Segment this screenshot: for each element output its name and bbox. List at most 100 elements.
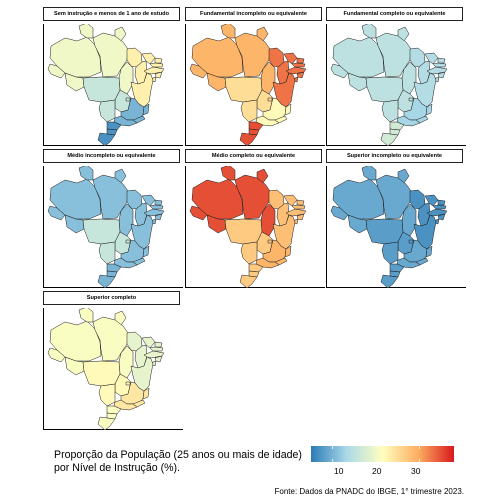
state-ms — [240, 241, 258, 265]
state-ac — [330, 205, 349, 221]
state-rn — [296, 199, 305, 206]
panel-axis-bottom — [326, 287, 466, 288]
state-pr — [389, 263, 405, 273]
state-rs — [239, 132, 258, 146]
state-mt — [365, 76, 404, 103]
state-df — [267, 239, 273, 244]
state-rs — [380, 274, 399, 288]
state-rs — [97, 416, 116, 430]
brazil-map — [330, 166, 448, 288]
colorbar — [311, 446, 454, 462]
panel-axis-bottom — [43, 287, 183, 288]
state-ce — [141, 52, 156, 65]
state-mt — [365, 218, 404, 245]
state-ce — [424, 194, 439, 207]
state-es — [425, 103, 433, 116]
panel-axis-left — [326, 166, 327, 288]
panel-axis-bottom — [43, 145, 183, 146]
state-rn — [154, 341, 163, 348]
legend-title: Proporção da População (25 anos ou mais … — [54, 449, 302, 474]
state-rs — [97, 274, 116, 288]
state-es — [142, 245, 150, 258]
state-mt — [82, 218, 121, 245]
state-df — [267, 97, 273, 102]
state-pr — [106, 263, 122, 273]
panel-axis-left — [326, 24, 327, 146]
panel-axis-bottom — [185, 287, 325, 288]
state-pb — [149, 346, 164, 352]
state-rr — [78, 308, 94, 323]
state-rr — [78, 24, 94, 39]
state-pb — [291, 204, 306, 210]
state-ac — [189, 205, 208, 221]
state-pb — [149, 62, 164, 68]
state-ce — [141, 194, 156, 207]
state-ce — [141, 336, 156, 349]
state-es — [142, 103, 150, 116]
state-rr — [220, 24, 236, 39]
state-ce — [283, 194, 298, 207]
state-pb — [149, 204, 164, 210]
legend-tick-20: 20 — [372, 466, 382, 476]
state-ac — [330, 63, 349, 79]
brazil-map — [189, 24, 307, 146]
source-caption: Fonte: Dados da PNADC do IBGE, 1° trimes… — [274, 487, 464, 496]
panel-title: Médio completo ou equivalente — [185, 149, 322, 163]
state-pb — [432, 62, 447, 68]
panel-axis-left — [43, 166, 44, 288]
panel-axis-left — [185, 24, 186, 146]
state-rs — [97, 132, 116, 146]
state-es — [425, 245, 433, 258]
state-al — [437, 71, 446, 79]
state-rn — [154, 57, 163, 64]
brazil-map — [330, 24, 448, 146]
state-al — [296, 213, 305, 221]
brazil-map — [47, 24, 165, 146]
panel-axis-bottom — [326, 145, 466, 146]
state-rr — [78, 166, 94, 181]
state-df — [408, 97, 414, 102]
state-ac — [189, 63, 208, 79]
panel-axis-bottom — [185, 145, 325, 146]
legend-tick-30: 30 — [411, 466, 421, 476]
state-es — [284, 103, 292, 116]
state-ms — [240, 99, 258, 123]
state-pr — [389, 121, 405, 131]
brazil-map — [47, 308, 165, 430]
panel-title: Sem instrução e menos de 1 ano de estudo — [43, 7, 180, 21]
panel-title: Fundamental completo ou equivalente — [326, 7, 463, 21]
state-pr — [106, 405, 122, 415]
state-al — [154, 213, 163, 221]
state-ce — [424, 52, 439, 65]
state-es — [284, 245, 292, 258]
state-al — [154, 355, 163, 363]
state-mt — [224, 218, 263, 245]
state-ac — [47, 63, 66, 79]
state-df — [125, 239, 131, 244]
panel-title: Fundamental incompleto ou equivalente — [185, 7, 322, 21]
state-rr — [361, 24, 377, 39]
state-ms — [381, 241, 399, 265]
state-al — [437, 213, 446, 221]
panel-axis-left — [185, 166, 186, 288]
panel-axis-bottom — [43, 429, 183, 430]
brazil-map — [47, 166, 165, 288]
state-rn — [437, 199, 446, 206]
brazil-map — [189, 166, 307, 288]
state-df — [125, 381, 131, 386]
state-pb — [291, 62, 306, 68]
state-ms — [381, 99, 399, 123]
state-rn — [437, 57, 446, 64]
state-rs — [239, 274, 258, 288]
panel-title: Superior completo — [43, 291, 180, 305]
state-rn — [154, 199, 163, 206]
state-pr — [248, 263, 264, 273]
state-pr — [106, 121, 122, 131]
panel-title: Superior incompleto ou equivalente — [326, 149, 463, 163]
panel-axis-left — [43, 24, 44, 146]
state-df — [408, 239, 414, 244]
legend-tick-10: 10 — [334, 466, 344, 476]
state-df — [125, 97, 131, 102]
state-al — [296, 71, 305, 79]
state-ce — [283, 52, 298, 65]
